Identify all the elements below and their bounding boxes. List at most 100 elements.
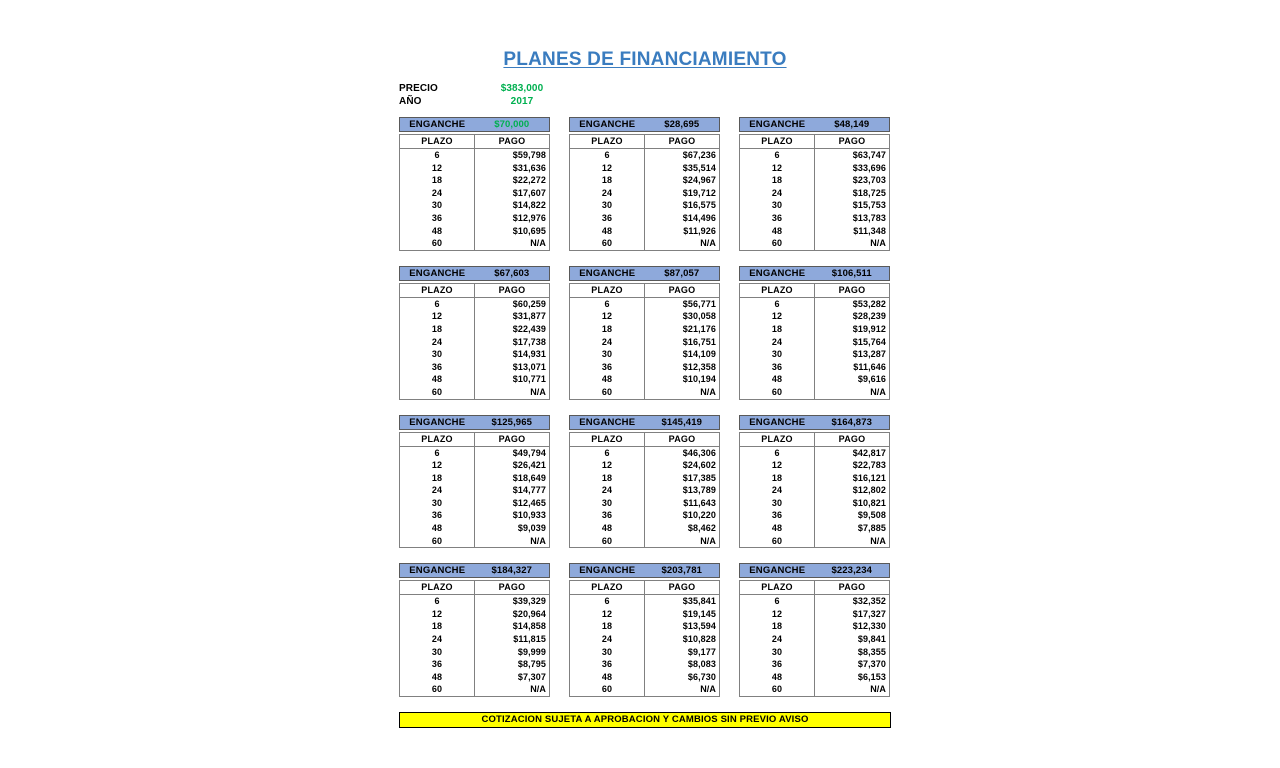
table-row: 6 $56,771 [569, 297, 720, 311]
cell-pago: $14,931 [512, 349, 546, 360]
cell-pago: $12,976 [512, 212, 546, 223]
enganche-header: ENGANCHE $184,327 [399, 563, 550, 579]
cell-pago: $14,777 [512, 485, 546, 496]
cell-plazo: 24 [569, 484, 645, 497]
table-row: 36 $8,795 [399, 658, 550, 671]
table-row: 6 $63,747 [739, 148, 890, 162]
payment-schedule-table: PLAZO PAGO 6 $46,306 12 $24,602 18 $17,385 24 $13… [569, 431, 720, 549]
cell-plazo: 6 [739, 594, 815, 608]
cell-plazo: 18 [569, 322, 645, 336]
enganche-label: ENGANCHE [579, 416, 636, 428]
table-row: 18 $14,858 [399, 620, 550, 634]
table-row: 48 $9,039 [399, 522, 550, 535]
cell-plazo: 36 [739, 360, 815, 374]
payment-schedule-table: PLAZO PAGO 6 $39,329 12 $20,964 18 $14,858 24 $11… [399, 580, 550, 697]
cell-pago: $30,058 [682, 311, 716, 322]
cell-pago: $17,607 [512, 187, 546, 198]
cell-pago: N/A [870, 386, 886, 397]
plans-row: ENGANCHE $67,603 PLAZO PAGO 6 $60,259 12 $31,87… [399, 265, 891, 400]
table-row: 48 $7,307 [399, 670, 550, 684]
enganche-value: $223,234 [831, 565, 872, 577]
table-row: 24 $15,764 [739, 335, 890, 349]
financing-plan-card: ENGANCHE $223,234 PLAZO PAGO 6 $32,352 12 $17,3… [739, 563, 890, 697]
enganche-label: ENGANCHE [579, 119, 636, 130]
table-row: 36 $9,508 [739, 509, 890, 523]
table-row: 30 $14,931 [399, 348, 550, 361]
cell-plazo: 6 [569, 297, 645, 311]
table-row: 30 $12,465 [399, 496, 550, 510]
anio-row: AÑO 2017 [399, 95, 599, 108]
cell-pago: $18,725 [852, 187, 886, 198]
cell-plazo: 12 [569, 161, 645, 175]
table-row: 30 $10,821 [739, 496, 890, 510]
cell-plazo: 18 [569, 620, 645, 634]
cell-plazo: 60 [739, 534, 815, 548]
cell-plazo: 12 [399, 161, 475, 175]
cell-pago: $53,282 [852, 298, 886, 309]
table-row: 18 $24,967 [569, 174, 720, 187]
cell-plazo: 6 [399, 594, 475, 608]
cell-pago: $9,616 [857, 374, 886, 385]
table-row: 12 $28,239 [739, 310, 890, 323]
enganche-header: ENGANCHE $223,234 [739, 563, 890, 579]
table-row: 12 $31,636 [399, 161, 550, 175]
enganche-value: $70,000 [494, 119, 530, 130]
cell-pago: $19,712 [682, 187, 716, 198]
table-row: 48 $7,885 [739, 522, 890, 535]
cell-plazo: 36 [569, 211, 645, 225]
table-row: 6 $49,794 [399, 446, 550, 460]
cell-plazo: 12 [399, 607, 475, 621]
cell-plazo: 30 [569, 496, 645, 510]
cell-pago: $23,703 [852, 175, 886, 186]
table-row: 12 $20,964 [399, 607, 550, 621]
column-header-plazo: PLAZO [399, 134, 475, 149]
cell-plazo: 60 [569, 385, 645, 399]
financing-plan-card: ENGANCHE $203,781 PLAZO PAGO 6 $35,841 12 $19,1… [569, 563, 720, 697]
cell-plazo: 30 [569, 348, 645, 361]
cell-plazo: 48 [399, 224, 475, 238]
cell-plazo: 12 [739, 310, 815, 323]
table-row: 6 $60,259 [399, 297, 550, 311]
cell-plazo: 60 [739, 385, 815, 399]
cell-pago: $11,646 [853, 361, 886, 372]
column-header-pago: PAGO [814, 283, 890, 298]
cell-plazo: 12 [739, 607, 815, 621]
cell-pago: $15,764 [852, 336, 886, 347]
cell-pago: $14,858 [512, 621, 546, 632]
cell-pago: $19,912 [852, 323, 886, 334]
cell-plazo: 18 [739, 471, 815, 485]
cell-plazo: 12 [399, 310, 475, 323]
cell-plazo: 48 [739, 522, 815, 535]
cell-pago: $13,594 [682, 621, 716, 632]
table-row: 6 $32,352 [739, 594, 890, 608]
cell-pago: $39,329 [512, 596, 546, 607]
table-row: 30 $14,109 [569, 348, 720, 361]
column-header-plazo: PLAZO [739, 580, 815, 596]
cell-pago: $63,747 [852, 150, 886, 160]
enganche-header: ENGANCHE $67,603 [399, 265, 550, 281]
table-row: 48 $10,695 [399, 224, 550, 238]
cell-pago: $16,121 [852, 472, 886, 483]
cell-plazo: 6 [569, 446, 645, 460]
table-row: 24 $18,725 [739, 186, 890, 200]
table-row: 30 $9,999 [399, 645, 550, 659]
table-row: 36 $13,783 [739, 211, 890, 225]
table-row: 24 $13,789 [569, 484, 720, 497]
cell-plazo: 18 [739, 174, 815, 187]
table-row: 36 $10,220 [569, 509, 720, 523]
enganche-value: $28,695 [664, 119, 700, 130]
cell-pago: $12,465 [512, 497, 546, 508]
table-row: 12 $26,421 [399, 459, 550, 472]
table-row: 18 $16,121 [739, 471, 890, 485]
table-row: 36 $7,370 [739, 658, 890, 671]
table-row: 12 $22,783 [739, 459, 890, 472]
financing-plan-card: ENGANCHE $164,873 PLAZO PAGO 6 $42,817 12 $22,7… [739, 414, 890, 549]
column-header-plazo: PLAZO [739, 432, 815, 447]
column-header-plazo: PLAZO [739, 283, 815, 298]
cell-plazo: 6 [569, 148, 645, 162]
table-row: 48 $11,348 [739, 224, 890, 238]
table-row: 48 $10,194 [569, 373, 720, 386]
cell-plazo: 12 [569, 310, 645, 323]
cell-pago: $19,145 [682, 608, 716, 619]
table-row: 30 $8,355 [739, 645, 890, 659]
